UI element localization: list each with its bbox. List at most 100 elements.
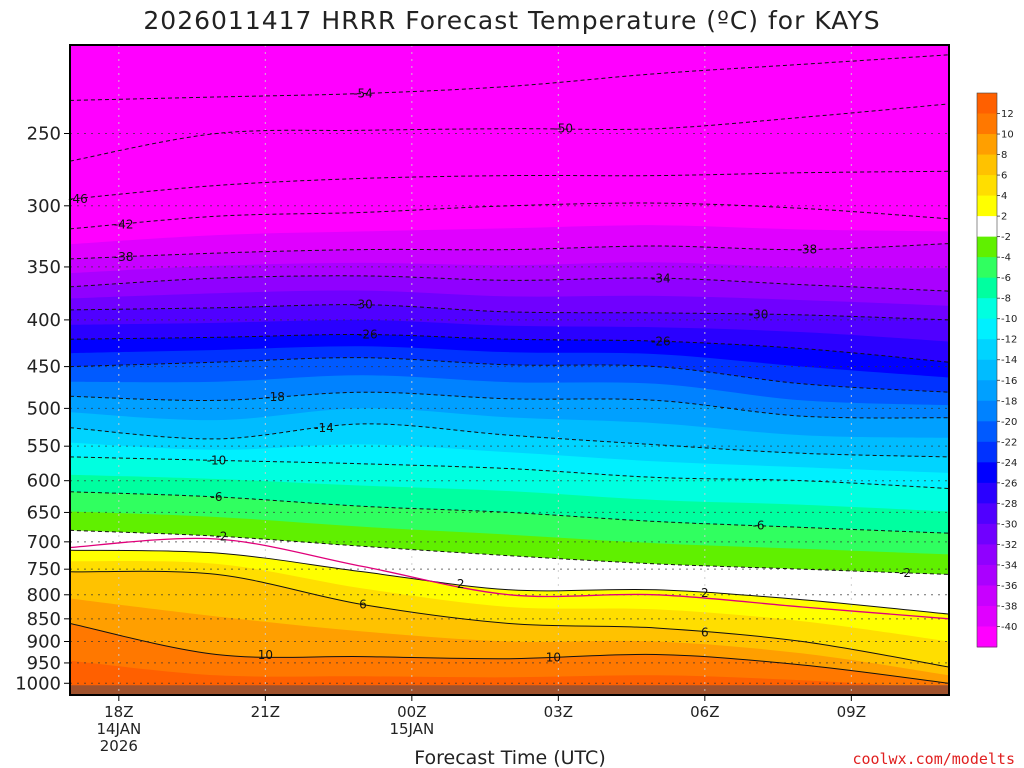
contour-label-text: -38 [798,242,818,256]
contour-label-text: -54 [353,86,373,100]
contour-label-text: -46 [68,192,88,206]
colorbar-swatch [977,134,997,156]
y-tick-label: 550 [27,436,61,457]
contour-label-22: 10 [258,648,273,662]
contour-label-20: 6 [359,598,367,612]
credit-text[interactable]: coolwx.com/modelts [852,750,1015,768]
colorbar-tick-label: -32 [1001,540,1017,551]
colorbar-swatch [977,113,997,135]
colorbar-swatch [977,175,997,197]
colorbar-tick-label: -34 [1001,560,1017,571]
isotherm-line--46 [70,170,949,200]
contour-label-text: 6 [359,598,367,612]
isotherm-line-10 [70,623,949,684]
contour-label-text: -26 [651,334,671,348]
y-tick-label: 250 [27,123,61,144]
y-tick-label: 650 [27,502,61,523]
chart-title: 2026011417 HRRR Forecast Temperature (ºC… [143,6,880,35]
colorbar-tick-label: -22 [1001,437,1017,448]
colorbar-swatch [977,523,997,545]
colorbar-tick-label: -36 [1001,581,1017,592]
colorbar-swatch [977,503,997,525]
colorbar-swatch [977,605,997,627]
contour-label-12: -14 [314,421,334,435]
contour-label-text: -38 [114,250,134,264]
colorbar-swatch [977,216,997,238]
colorbar: 12 10 8 6 4 2 -2 -4 -6 -8 -10 -12 -14 -16 -18 -20 -22 -24… [976,92,1017,648]
contour-labels: -54-50-46-42-38-38-34-30-30-26 -26-18-14-… [68,86,911,664]
colorbar-swatch [977,236,997,258]
colorbar-tick-label: -18 [1001,396,1017,407]
colorbar-swatch [977,298,997,320]
contour-label-11: -18 [265,390,285,404]
colorbar-tick-label: -40 [1001,622,1017,633]
x-axis-label: Forecast Time (UTC) [414,747,605,768]
contour-label-1: -50 [553,122,573,136]
contour-label-text: -2 [899,566,911,580]
colorbar-tick-label: 12 [1001,109,1014,120]
plot-frame [69,44,950,696]
colorbar-swatch [977,154,997,176]
colorbar-tick-label: -6 [1001,273,1011,284]
contour-label-text: -14 [314,421,334,435]
y-tick-label: 950 [27,653,61,674]
contour-label-7: -30 [353,298,373,312]
isotherm-line-2 [70,549,949,615]
colorbar-swatch [977,626,997,648]
x-tick-label: 06Z [690,703,719,721]
y-tick-label: 900 [27,631,61,652]
colorbar-frame [976,92,998,648]
colorbar-tick-label: -30 [1001,519,1017,530]
contour-label-text: -26 [358,328,378,342]
colorbar-swatch [977,544,997,566]
colorbar-tick-label: 8 [1001,150,1007,161]
contour-label-text: -34 [651,271,671,285]
colorbar-tick-label: -14 [1001,355,1017,366]
contour-label-text: -42 [114,217,134,231]
colorbar-swatch [977,339,997,361]
colorbar-tick-label: -2 [1001,232,1011,243]
y-tick-label: 500 [27,398,61,419]
colorbar-tick-label: 6 [1001,171,1007,182]
x-tick-label: 03Z [544,703,573,721]
contour-label-text: -18 [265,390,285,404]
contour-label-6: -34 [651,271,671,285]
y-tick-label: 600 [27,471,61,492]
isotherm-line--14 [70,423,949,458]
colorbar-tick-label: 2 [1001,212,1007,223]
contour-label-text: -6 [211,490,223,504]
contour-label-23: 10 [546,650,561,664]
contour-label-14: -6 [211,490,223,504]
y-tick-label: 1000 [15,673,61,694]
colorbar-swatch [977,441,997,463]
contour-label-text: -30 [353,298,373,312]
y-tick-label: 450 [27,357,61,378]
colorbar-tick-label: -4 [1001,253,1011,264]
contour-label-18: 2 [457,577,465,591]
contour-label-13: -10 [207,453,227,467]
colorbar-swatch [977,195,997,217]
contour-label-text: 2 [457,577,465,591]
contour-label-9: -26 [358,328,378,342]
colorbar-tick-label: -10 [1001,314,1017,325]
x-tick-label: 14JAN [96,720,141,738]
colorbar-swatch [977,462,997,484]
colorbar-swatch [977,564,997,586]
contour-label-text: 10 [258,648,273,662]
contour-label-10: -26 [651,334,671,348]
freezing-line [70,537,949,620]
contour-label-8: -30 [749,307,769,321]
colorbar-tick-label: -12 [1001,335,1017,346]
contour-label-text: -6 [753,519,765,533]
y-tick-label: 350 [27,257,61,278]
colorbar-tick-label: -20 [1001,417,1017,428]
colorbar-swatch [977,400,997,422]
contour-label-text: 10 [546,650,561,664]
contour-label-text: -10 [207,453,227,467]
colorbar-tick-label: 4 [1001,191,1007,202]
colorbar-tick-label: -24 [1001,458,1017,469]
colorbar-tick-label: -16 [1001,376,1017,387]
colorbar-swatch [977,421,997,443]
